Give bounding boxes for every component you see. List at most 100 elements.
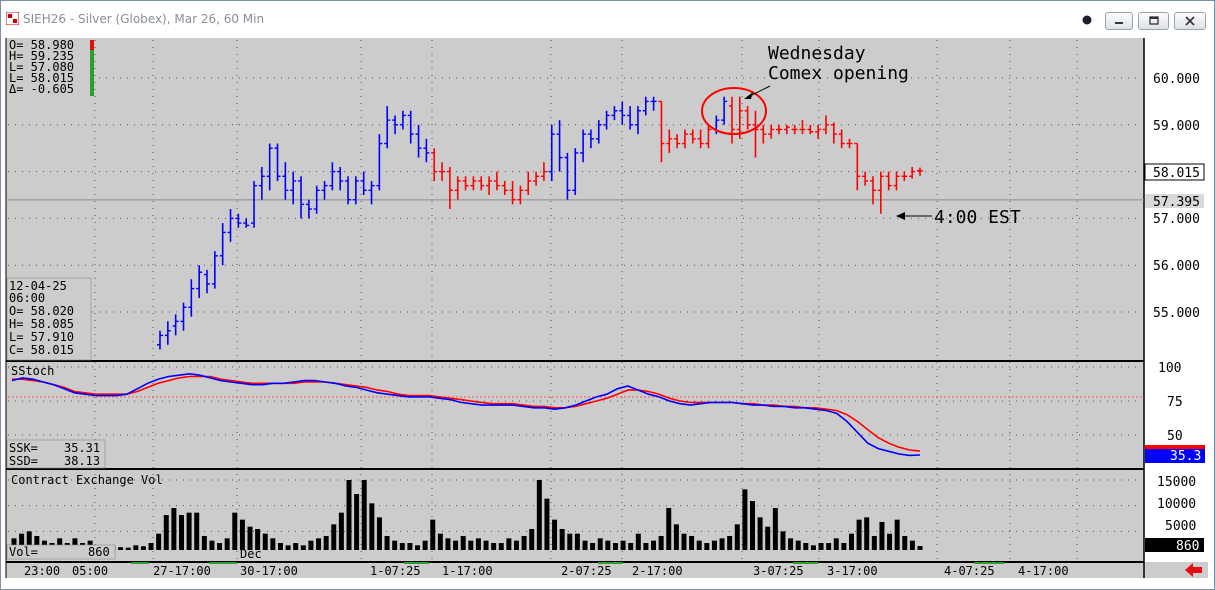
volume-bar bbox=[727, 536, 733, 550]
price-tick: 56.000 bbox=[1153, 259, 1200, 274]
volume-bar bbox=[902, 536, 908, 550]
volume-bar bbox=[567, 533, 573, 550]
record-icon bbox=[1082, 15, 1092, 25]
volume-bar bbox=[475, 538, 481, 550]
volume-bar bbox=[186, 512, 192, 550]
reference-price-label: 57.395 bbox=[1153, 195, 1200, 210]
time-label: 4-17:00 bbox=[1018, 564, 1069, 578]
volume-bar bbox=[178, 515, 184, 550]
volume-bar bbox=[795, 540, 801, 550]
volume-bar bbox=[757, 517, 763, 550]
volume-tick: 5000 bbox=[1165, 519, 1196, 534]
price-tick: 60.000 bbox=[1153, 72, 1200, 87]
session-marker bbox=[974, 562, 1004, 564]
annotation-arrowhead bbox=[744, 92, 753, 99]
volume-bar bbox=[247, 526, 253, 550]
volume-bar bbox=[704, 543, 710, 550]
volume-bar bbox=[582, 540, 588, 550]
volume-bar bbox=[118, 547, 124, 550]
volume-tick: 10000 bbox=[1157, 497, 1196, 512]
bar-info-box: 12-04-25 06:00 O= 58.020 H= 58.085 L= 57… bbox=[6, 277, 92, 361]
volume-bar bbox=[666, 508, 672, 550]
close-button[interactable] bbox=[1174, 12, 1206, 30]
volume-bar bbox=[552, 519, 558, 550]
volume-bar bbox=[293, 543, 299, 550]
close-icon bbox=[1185, 16, 1195, 26]
ssd-label: SSD= bbox=[9, 454, 38, 468]
price-tick: 57.000 bbox=[1153, 212, 1200, 227]
volume-bar bbox=[810, 545, 816, 550]
volume-bar bbox=[818, 543, 824, 550]
volume-bar bbox=[909, 540, 915, 550]
time-label: 3-07:25 bbox=[753, 564, 804, 578]
volume-bar bbox=[590, 543, 596, 550]
ssd-value: 38.13 bbox=[64, 454, 100, 468]
bar-info-line: 06:00 bbox=[9, 291, 45, 305]
volume-bar bbox=[681, 533, 687, 550]
volume-bar bbox=[163, 515, 169, 550]
volume-bar bbox=[201, 536, 207, 550]
record-button[interactable] bbox=[1077, 12, 1097, 28]
ssk-line bbox=[11, 372, 921, 457]
annotation-wednesday: Wednesday Comex opening bbox=[701, 43, 909, 135]
time-label: 23:00 bbox=[24, 564, 60, 578]
volume-bar bbox=[498, 543, 504, 550]
volume-bar bbox=[848, 533, 854, 550]
volume-bar bbox=[316, 538, 322, 550]
bar-info-line: O= 58.020 bbox=[9, 304, 74, 318]
month-label: Dec bbox=[240, 547, 262, 561]
minimize-button[interactable] bbox=[1105, 12, 1133, 30]
volume-bar bbox=[628, 543, 634, 550]
volume-bar bbox=[255, 529, 261, 550]
scroll-right-button[interactable] bbox=[1185, 563, 1202, 577]
quote-indicator-red bbox=[90, 40, 94, 50]
bar-info-line: C= 58.015 bbox=[9, 343, 74, 357]
volume-bar bbox=[841, 543, 847, 550]
title-bar: SIEH26 - Silver (Globex), Mar 26, 60 Min bbox=[1, 1, 1214, 39]
vol-value: 860 bbox=[88, 545, 110, 559]
price-axis: 60.000 59.000 57.000 56.000 55.000 58.01… bbox=[1144, 72, 1205, 321]
ssk-value: 35.31 bbox=[64, 441, 100, 455]
volume-bar bbox=[125, 547, 131, 550]
volume-bar bbox=[529, 529, 535, 550]
volume-bar bbox=[308, 540, 314, 550]
volume-bar bbox=[19, 533, 25, 550]
volume-bar bbox=[224, 538, 230, 550]
last-price-box bbox=[1144, 163, 1205, 181]
annotation-wednesday-line2: Comex opening bbox=[768, 63, 909, 84]
time-label: 1-17:00 bbox=[442, 564, 493, 578]
volume-bar bbox=[506, 538, 512, 550]
annotation-wednesday-line1: Wednesday bbox=[768, 43, 866, 64]
time-label: 2-07:25 bbox=[561, 564, 612, 578]
volume-bar bbox=[338, 512, 344, 550]
session-marker bbox=[598, 562, 623, 564]
volume-bar bbox=[574, 533, 580, 550]
volume-bar bbox=[742, 489, 748, 550]
volume-bar bbox=[803, 543, 809, 550]
volume-bar bbox=[323, 536, 329, 550]
time-label: 30-17:00 bbox=[240, 564, 298, 578]
volume-bar bbox=[232, 512, 238, 550]
volume-bar bbox=[217, 543, 223, 550]
restore-button[interactable] bbox=[1138, 12, 1169, 30]
stoch-panel-labels: SStoch SSK= 35.31 SSD= 38.13 100 75 50 3… bbox=[6, 361, 1205, 469]
stoch-tick: 50 bbox=[1167, 429, 1183, 444]
volume-bar bbox=[696, 540, 702, 550]
price-tick: 59.000 bbox=[1153, 119, 1200, 134]
volume-bar bbox=[34, 536, 40, 550]
volume-bar bbox=[415, 545, 421, 550]
volume-bar bbox=[445, 538, 451, 550]
session-marker bbox=[793, 562, 818, 564]
stoch-lines bbox=[8, 372, 1142, 457]
quote-line: Δ= -0.605 bbox=[9, 82, 74, 96]
annotation-est: 4:00 EST bbox=[896, 207, 1021, 228]
volume-bar bbox=[788, 538, 794, 550]
quote-line: H= 59.235 bbox=[9, 49, 74, 63]
volume-bar bbox=[239, 519, 245, 550]
volume-bar bbox=[856, 519, 862, 550]
time-label: 3-17:00 bbox=[827, 564, 878, 578]
volume-bar bbox=[468, 540, 474, 550]
volume-bar bbox=[422, 540, 428, 550]
time-label: 2-17:00 bbox=[632, 564, 683, 578]
